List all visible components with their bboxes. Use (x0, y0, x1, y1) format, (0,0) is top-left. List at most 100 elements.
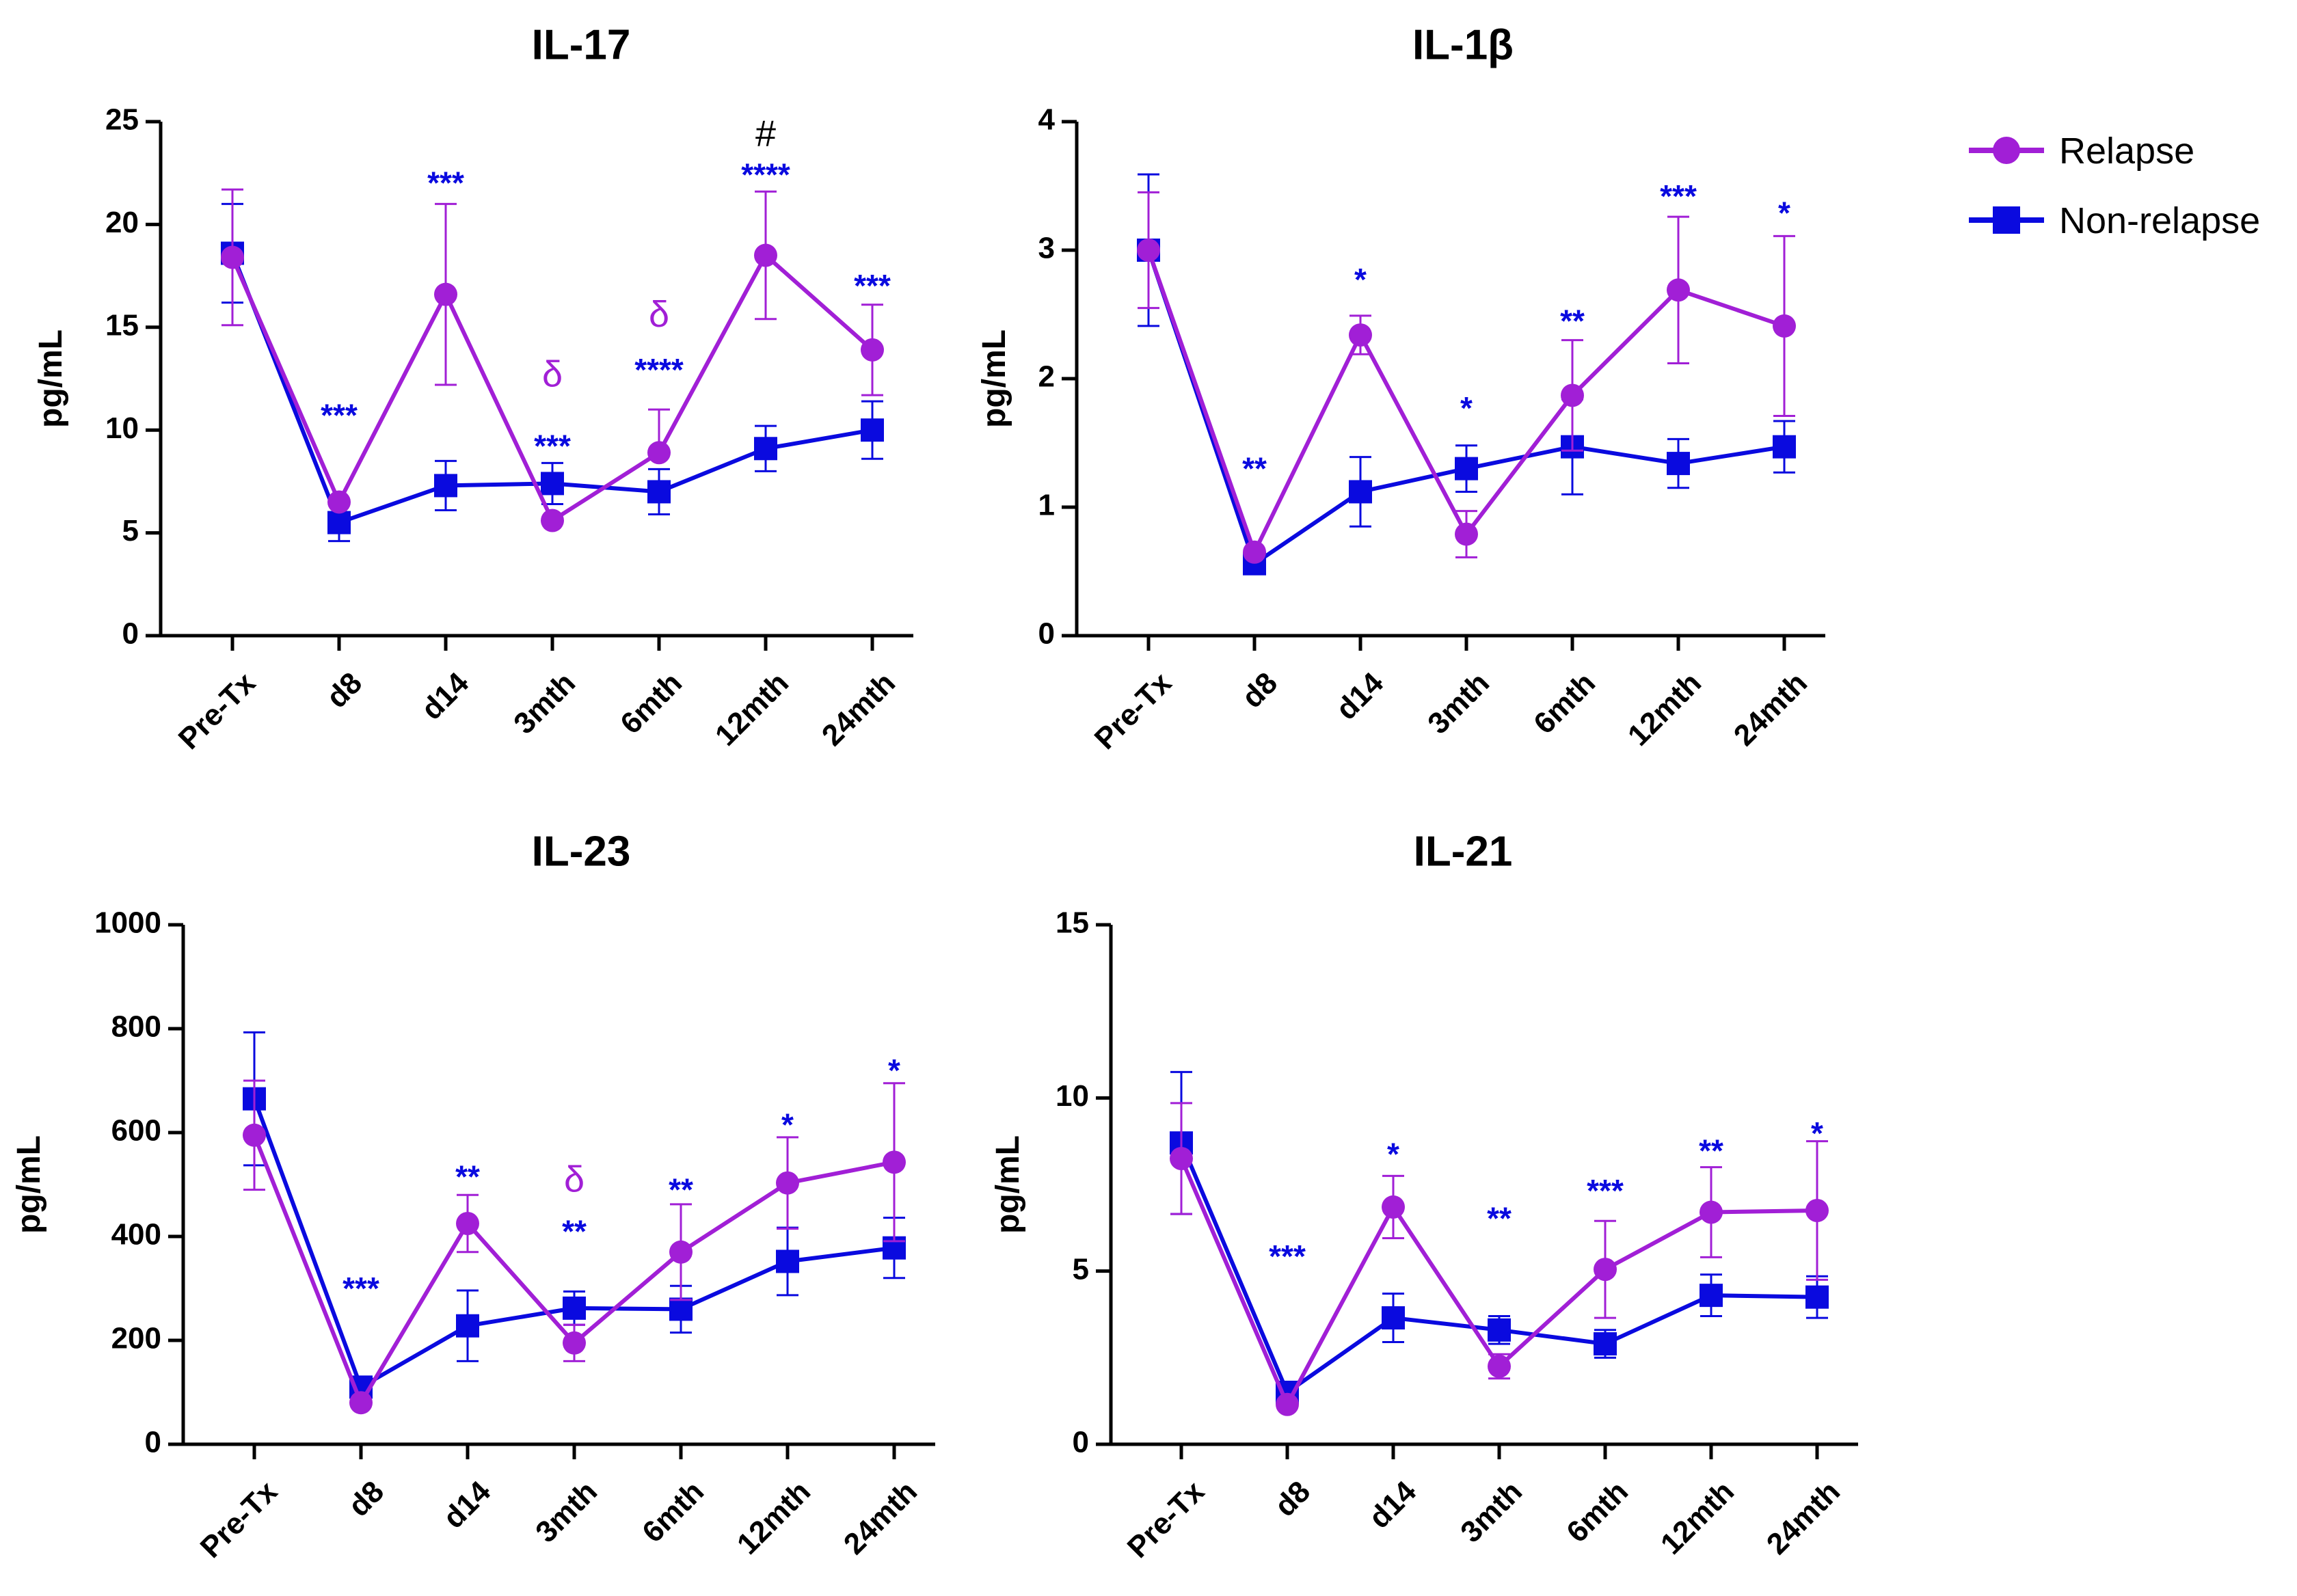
x-tick-label: 3mth (529, 1474, 604, 1549)
significance-annotation: * (781, 1107, 794, 1143)
x-tick-label: 3mth (1454, 1474, 1529, 1549)
x-tick-label: 3mth (1421, 666, 1496, 740)
significance-annotation: * (888, 1053, 900, 1088)
data-point-nonrelapse (1700, 1284, 1723, 1308)
x-tick-label: 12mth (709, 666, 795, 752)
data-point-relapse (1349, 323, 1372, 347)
x-tick-label: 6mth (636, 1474, 710, 1549)
x-tick-label: Pre-Tx (1121, 1474, 1211, 1565)
y-tick-label: 15 (105, 308, 139, 342)
x-tick-label: 24mth (837, 1474, 924, 1560)
data-point-nonrelapse (563, 1296, 586, 1320)
data-point-relapse (327, 490, 351, 514)
significance-annotation: *** (342, 1271, 379, 1306)
x-tick-label: 6mth (614, 666, 688, 740)
data-point-relapse (1455, 522, 1478, 546)
y-tick-label: 0 (122, 617, 139, 651)
data-point-nonrelapse (669, 1297, 693, 1321)
data-point-relapse (221, 245, 244, 269)
y-tick-label: 0 (1038, 617, 1055, 651)
data-point-nonrelapse (434, 474, 457, 498)
data-point-nonrelapse (1455, 457, 1478, 481)
data-point-nonrelapse (1667, 452, 1690, 476)
x-tick-label: d8 (1268, 1474, 1317, 1523)
data-point-relapse (243, 1123, 266, 1147)
data-point-nonrelapse (1349, 480, 1372, 504)
x-tick-label: 12mth (731, 1474, 817, 1560)
chart-panel-il1b: IL-1β pg/mL 0 1 2 3 4 Pre-Tx d8 d14 3mth 6mth 12mth 2… (976, 21, 1825, 756)
legend-relapse-label: Relapse (2059, 131, 2194, 172)
significance-annotation: *** (1660, 178, 1697, 214)
y-tick-label: 10 (1056, 1079, 1089, 1113)
significance-annotation: ** (1242, 451, 1267, 487)
y-tick-label: 0 (1073, 1426, 1089, 1459)
data-point-nonrelapse (1805, 1285, 1829, 1309)
significance-annotation: *** (534, 428, 571, 463)
significance-annotation: * (1460, 390, 1473, 426)
x-tick-label: 6mth (1560, 1474, 1635, 1549)
chart-panel-il17: IL-17 pg/mL 0 5 10 15 20 25 Pre-Tx d8 d14 3mth 6mth 1… (33, 21, 913, 756)
data-point-nonrelapse (861, 418, 884, 442)
y-axis-label: pg/mL (990, 1135, 1026, 1234)
chart-title: IL-17 (532, 21, 631, 68)
data-point-relapse (754, 243, 777, 267)
y-tick-label: 4 (1038, 103, 1056, 137)
data-point-nonrelapse (456, 1314, 479, 1338)
significance-annotation: *** (321, 397, 358, 433)
data-point-relapse (1700, 1200, 1723, 1224)
chart-panel-il21: IL-21 pg/mL 0 5 10 15 Pre-Tx d8 d14 3mth 6mth 12mth… (990, 828, 1858, 1565)
x-tick-label: 12mth (1654, 1474, 1741, 1560)
legend-nonrelapse-label: Non-relapse (2059, 200, 2260, 241)
x-tick-label: 24mth (1728, 666, 1814, 752)
data-point-relapse (647, 441, 671, 465)
chart-title: IL-1β (1412, 21, 1514, 68)
data-point-relapse (883, 1150, 906, 1174)
y-tick-label: 2 (1038, 360, 1055, 394)
data-point-relapse (1773, 314, 1796, 338)
chart-title: IL-23 (532, 828, 631, 875)
data-point-relapse (1667, 278, 1690, 302)
data-point-relapse (1594, 1258, 1617, 1282)
data-point-relapse (349, 1391, 373, 1415)
x-tick-label: d8 (1235, 666, 1284, 714)
significance-annotation: ** (1699, 1133, 1723, 1169)
data-point-relapse (776, 1171, 799, 1195)
significance-annotation: *** (854, 268, 891, 303)
significance-annotation: *** (1269, 1239, 1306, 1274)
significance-annotation: *** (427, 165, 464, 200)
significance-annotation: δ (542, 353, 563, 394)
x-tick-label: Pre-Tx (172, 666, 263, 756)
data-point-nonrelapse (541, 472, 564, 496)
data-point-nonrelapse (647, 480, 671, 504)
significance-annotation: * (1387, 1137, 1399, 1172)
y-tick-label: 3 (1038, 232, 1055, 265)
significance-annotation: * (1354, 262, 1367, 297)
y-tick-label: 10 (105, 411, 139, 445)
data-point-relapse (669, 1240, 693, 1264)
y-tick-label: 200 (111, 1322, 161, 1355)
significance-annotation: δ (649, 294, 669, 335)
significance-annotation: # (755, 113, 776, 154)
y-tick-label: 600 (111, 1114, 161, 1148)
x-tick-label: Pre-Tx (1088, 666, 1179, 756)
x-tick-label: d8 (342, 1474, 390, 1523)
data-point-relapse (456, 1212, 479, 1235)
y-tick-label: 1000 (94, 906, 161, 940)
legend-relapse-marker (1993, 137, 2020, 164)
x-tick-label: d14 (1330, 666, 1391, 727)
significance-annotation: ** (669, 1172, 693, 1208)
y-tick-label: 0 (145, 1426, 161, 1459)
significance-annotation: **** (741, 157, 790, 192)
y-tick-label: 5 (1073, 1252, 1089, 1286)
x-tick-label: 6mth (1527, 666, 1602, 740)
significance-annotation: ** (1560, 303, 1585, 338)
data-point-nonrelapse (754, 437, 777, 461)
data-point-relapse (1276, 1392, 1299, 1416)
legend: Relapse Non-relapse (1969, 131, 2260, 241)
data-point-relapse (861, 338, 884, 362)
significance-annotation: **** (634, 352, 684, 388)
x-tick-label: d8 (320, 666, 368, 714)
significance-annotation: ** (455, 1159, 480, 1195)
